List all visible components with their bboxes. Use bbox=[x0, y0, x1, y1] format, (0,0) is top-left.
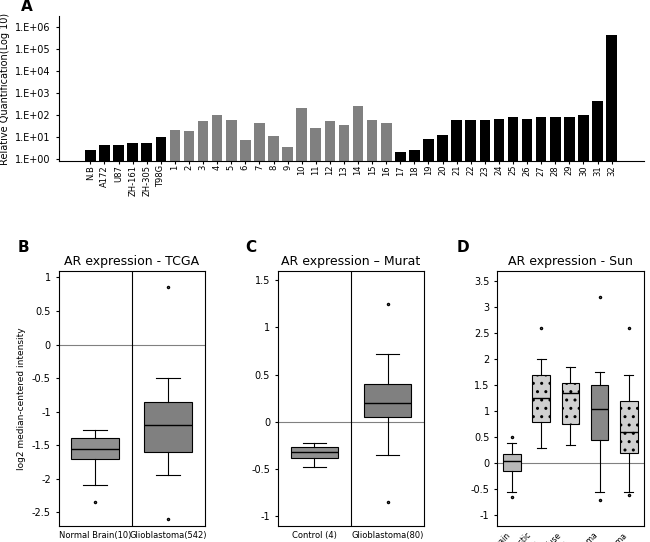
PathPatch shape bbox=[620, 401, 638, 453]
Bar bbox=[113, 145, 124, 542]
Bar bbox=[339, 125, 349, 542]
PathPatch shape bbox=[503, 454, 521, 471]
Bar bbox=[480, 120, 490, 542]
PathPatch shape bbox=[144, 402, 192, 452]
Bar bbox=[437, 135, 448, 542]
Bar bbox=[155, 137, 166, 542]
Bar bbox=[367, 120, 378, 542]
Bar bbox=[508, 118, 518, 542]
Bar bbox=[254, 124, 265, 542]
Text: B: B bbox=[18, 240, 29, 255]
Bar bbox=[451, 120, 462, 542]
PathPatch shape bbox=[591, 385, 608, 440]
Bar bbox=[184, 131, 194, 542]
Bar bbox=[550, 117, 560, 542]
Text: C: C bbox=[246, 240, 257, 255]
Bar bbox=[127, 143, 138, 542]
Title: AR expression - Sun: AR expression - Sun bbox=[508, 255, 633, 268]
PathPatch shape bbox=[364, 384, 411, 417]
Y-axis label: log2 median-centered intensity: log2 median-centered intensity bbox=[18, 327, 26, 469]
Title: AR expression - TCGA: AR expression - TCGA bbox=[64, 255, 199, 268]
PathPatch shape bbox=[532, 375, 550, 422]
Bar bbox=[409, 150, 420, 542]
Bar bbox=[353, 106, 363, 542]
Bar bbox=[536, 118, 547, 542]
Bar bbox=[606, 35, 617, 542]
Text: D: D bbox=[456, 240, 469, 255]
Bar bbox=[268, 136, 279, 542]
Bar bbox=[465, 120, 476, 542]
Bar bbox=[423, 139, 434, 542]
Bar bbox=[85, 150, 96, 542]
Bar bbox=[99, 145, 110, 542]
Bar bbox=[311, 128, 321, 542]
Bar bbox=[170, 130, 180, 542]
Bar bbox=[592, 101, 603, 542]
Bar bbox=[226, 120, 237, 542]
Bar bbox=[395, 152, 406, 542]
Text: A: A bbox=[21, 0, 32, 14]
Bar bbox=[296, 108, 307, 542]
Bar bbox=[240, 140, 251, 542]
Bar bbox=[142, 143, 152, 542]
Bar bbox=[282, 147, 293, 542]
Bar bbox=[381, 124, 391, 542]
Title: AR expression – Murat: AR expression – Murat bbox=[281, 255, 421, 268]
Y-axis label: Relative Quantification(Log 10): Relative Quantification(Log 10) bbox=[0, 12, 10, 165]
PathPatch shape bbox=[291, 447, 338, 458]
PathPatch shape bbox=[562, 383, 579, 424]
Bar bbox=[198, 121, 209, 542]
Bar bbox=[522, 119, 532, 542]
Bar bbox=[578, 115, 589, 542]
Bar bbox=[212, 115, 222, 542]
Bar bbox=[324, 121, 335, 542]
Bar bbox=[493, 119, 504, 542]
Bar bbox=[564, 118, 575, 542]
PathPatch shape bbox=[72, 438, 119, 459]
